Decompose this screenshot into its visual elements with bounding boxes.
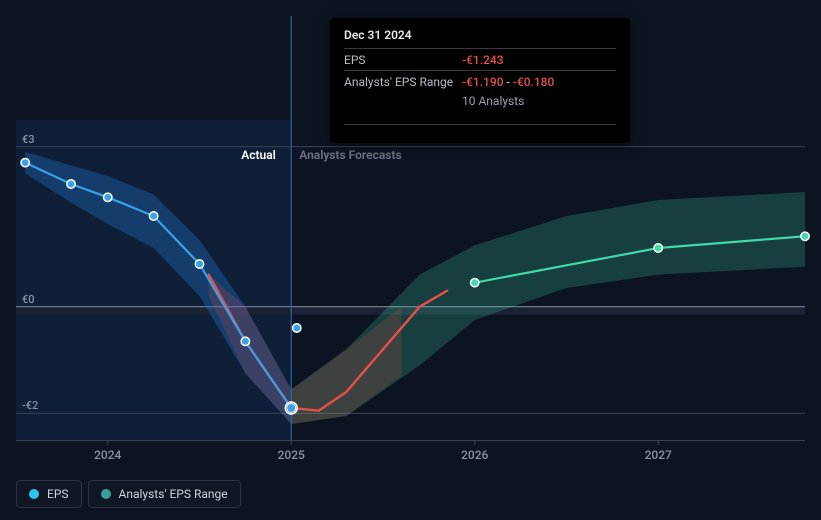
legend-label: Analysts' EPS Range: [119, 487, 228, 501]
legend-item-range[interactable]: Analysts' EPS Range: [88, 480, 241, 508]
legend-item-eps[interactable]: EPS: [16, 480, 82, 508]
legend: EPS Analysts' EPS Range: [16, 480, 241, 508]
x-tick-label: 2027: [645, 448, 672, 462]
y-tick-label: -€2: [22, 399, 38, 412]
tooltip-eps-key: EPS: [344, 53, 462, 67]
y-tick-label: €0: [22, 293, 35, 306]
legend-swatch-icon: [101, 489, 111, 499]
tooltip-range-key: Analysts' EPS Range: [344, 75, 462, 89]
tooltip-range-sep: -: [504, 75, 513, 89]
x-tick-label: 2026: [461, 448, 488, 462]
legend-swatch-icon: [29, 489, 39, 499]
tooltip-eps-value: -€1.243: [462, 53, 504, 67]
tooltip-range-low: -€1.190: [462, 75, 504, 89]
tooltip-date: Dec 31 2024: [344, 28, 616, 42]
section-label-actual: Actual: [241, 148, 276, 162]
x-tick-label: 2024: [94, 448, 121, 462]
tooltip-analysts-count: 10 Analysts: [462, 92, 616, 108]
tooltip-range-high: -€0.180: [513, 75, 555, 89]
y-tick-label: €3: [22, 133, 35, 146]
hover-tooltip: Dec 31 2024 EPS -€1.243 Analysts' EPS Ra…: [330, 18, 630, 143]
x-tick-label: 2025: [278, 448, 305, 462]
legend-label: EPS: [47, 487, 69, 501]
eps-chart: €3 €0 -€2 2024 2025 2026 2027 Actual Ana…: [0, 0, 821, 520]
section-label-forecast: Analysts Forecasts: [299, 148, 401, 162]
